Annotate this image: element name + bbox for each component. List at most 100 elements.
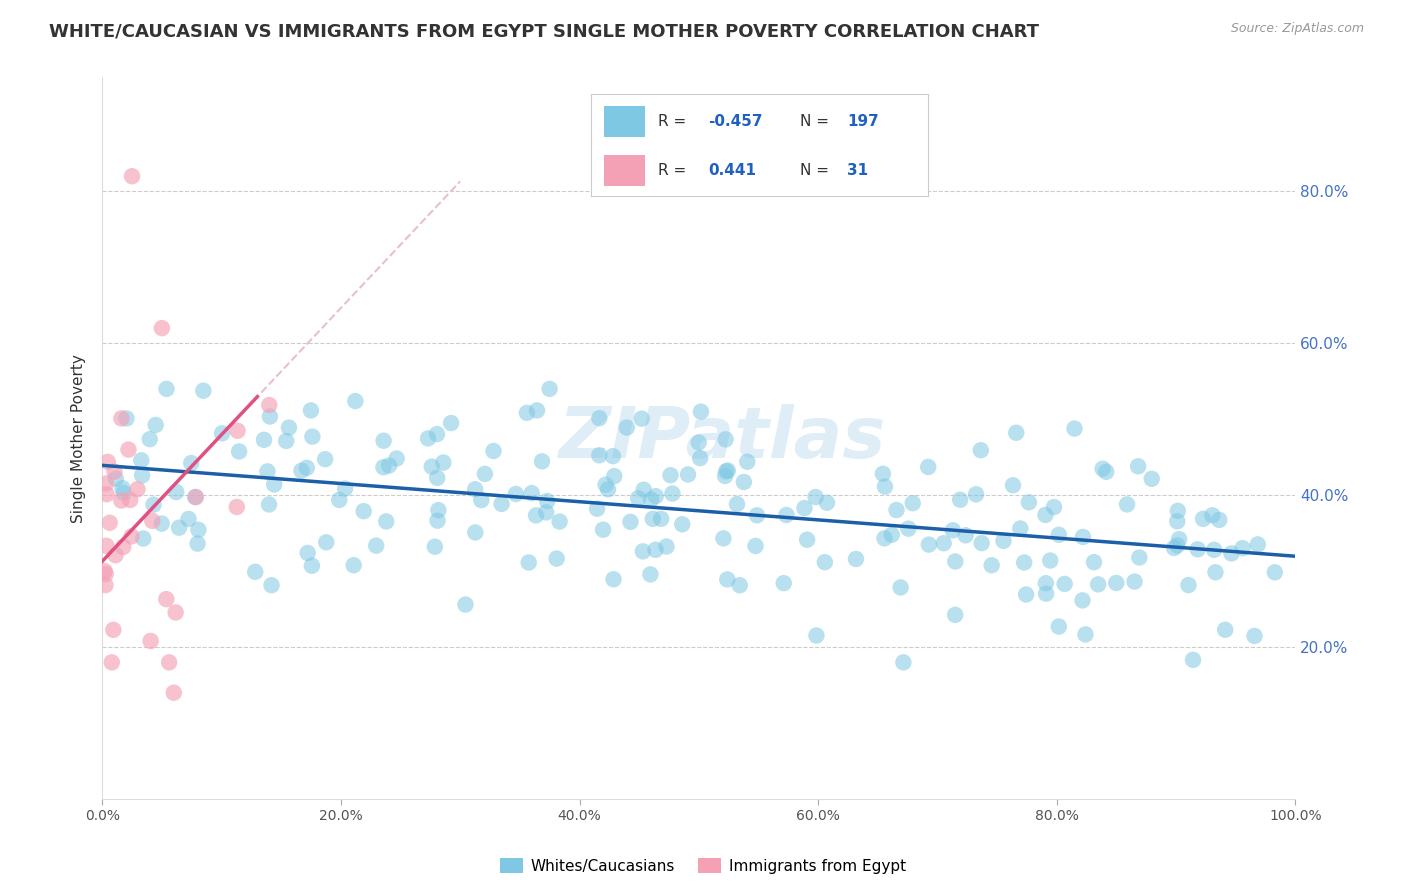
- Point: [464, 525, 486, 540]
- Point: [228, 444, 250, 458]
- Point: [886, 503, 908, 517]
- Point: [588, 411, 610, 425]
- Point: [1083, 555, 1105, 569]
- Point: [1126, 459, 1149, 474]
- Point: [534, 505, 557, 519]
- Point: [94, 476, 117, 491]
- Point: [772, 576, 794, 591]
- Point: [793, 501, 815, 516]
- Point: [165, 606, 187, 620]
- Point: [644, 489, 666, 503]
- Point: [301, 558, 323, 573]
- Point: [1187, 542, 1209, 557]
- Point: [1035, 508, 1057, 522]
- Point: [1116, 497, 1139, 511]
- Point: [1074, 627, 1097, 641]
- Point: [470, 493, 492, 508]
- Point: [655, 540, 678, 554]
- Point: [538, 382, 561, 396]
- Point: [714, 433, 737, 447]
- Text: R =: R =: [658, 114, 686, 128]
- Point: [440, 416, 463, 430]
- Point: [733, 475, 755, 489]
- Point: [180, 456, 202, 470]
- Point: [1105, 576, 1128, 591]
- Point: [814, 555, 837, 569]
- Point: [873, 480, 896, 494]
- Point: [942, 524, 965, 538]
- Point: [1163, 541, 1185, 555]
- Point: [546, 551, 568, 566]
- Point: [432, 456, 454, 470]
- Point: [373, 434, 395, 448]
- Point: [299, 403, 322, 417]
- Point: [505, 487, 527, 501]
- Point: [375, 515, 398, 529]
- Point: [1208, 513, 1230, 527]
- Point: [142, 498, 165, 512]
- Point: [592, 523, 614, 537]
- Point: [1015, 587, 1038, 601]
- Point: [139, 432, 162, 446]
- Point: [806, 628, 828, 642]
- Text: Source: ZipAtlas.com: Source: ZipAtlas.com: [1230, 22, 1364, 36]
- Point: [548, 515, 571, 529]
- Point: [596, 483, 619, 497]
- Point: [167, 521, 190, 535]
- Point: [744, 539, 766, 553]
- Point: [94, 566, 117, 581]
- Point: [873, 531, 896, 545]
- Point: [177, 512, 200, 526]
- Point: [893, 656, 915, 670]
- Point: [671, 517, 693, 532]
- Point: [184, 490, 207, 504]
- Text: N =: N =: [800, 163, 828, 178]
- Point: [526, 403, 548, 417]
- Point: [943, 554, 966, 568]
- Point: [98, 516, 121, 530]
- Point: [454, 598, 477, 612]
- Point: [276, 434, 298, 448]
- Point: [1192, 512, 1215, 526]
- Point: [1123, 574, 1146, 589]
- Point: [301, 430, 323, 444]
- Point: [290, 464, 312, 478]
- Point: [1005, 425, 1028, 440]
- Text: WHITE/CAUCASIAN VS IMMIGRANTS FROM EGYPT SINGLE MOTHER POVERTY CORRELATION CHART: WHITE/CAUCASIAN VS IMMIGRANTS FROM EGYPT…: [49, 22, 1039, 40]
- Point: [373, 460, 395, 475]
- Point: [1201, 508, 1223, 523]
- Text: 197: 197: [846, 114, 879, 128]
- Point: [211, 426, 233, 441]
- Point: [1166, 538, 1188, 552]
- Point: [491, 497, 513, 511]
- Point: [640, 492, 662, 507]
- Point: [426, 427, 449, 442]
- Point: [880, 528, 903, 542]
- Point: [1001, 478, 1024, 492]
- Point: [716, 464, 738, 478]
- Point: [139, 634, 162, 648]
- Point: [1091, 461, 1114, 475]
- Text: R =: R =: [658, 163, 686, 178]
- Point: [1247, 537, 1270, 551]
- Legend: Whites/Caucasians, Immigrants from Egypt: Whites/Caucasians, Immigrants from Egypt: [494, 852, 912, 880]
- Point: [659, 468, 682, 483]
- Point: [897, 522, 920, 536]
- Point: [117, 442, 139, 457]
- Point: [1010, 521, 1032, 535]
- Point: [96, 539, 118, 553]
- Point: [644, 542, 666, 557]
- Point: [932, 536, 955, 550]
- Point: [427, 503, 450, 517]
- Point: [640, 567, 662, 582]
- Point: [650, 512, 672, 526]
- Point: [993, 533, 1015, 548]
- Point: [333, 482, 356, 496]
- Point: [1264, 566, 1286, 580]
- Point: [97, 455, 120, 469]
- Point: [184, 490, 207, 504]
- Text: N =: N =: [800, 114, 828, 128]
- Point: [131, 468, 153, 483]
- Point: [517, 556, 540, 570]
- Point: [980, 558, 1002, 573]
